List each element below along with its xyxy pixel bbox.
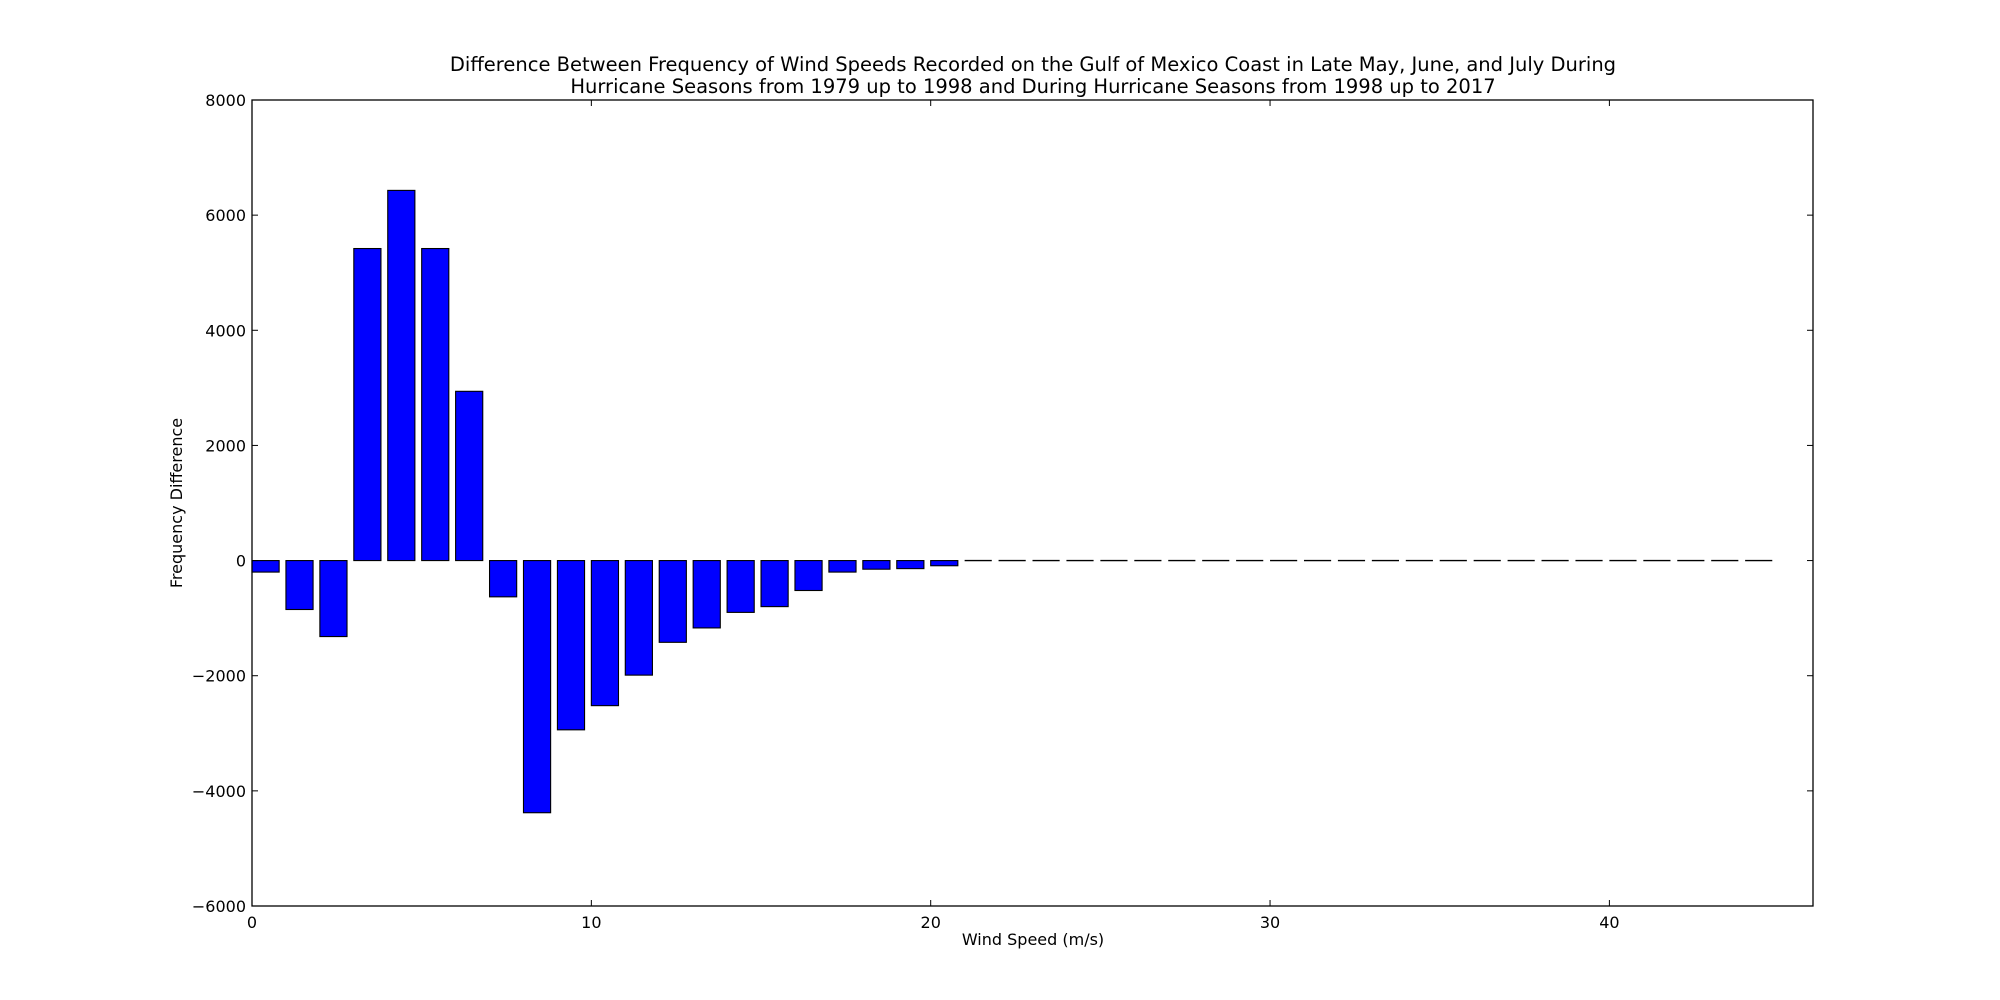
- bar: [556, 560, 586, 731]
- x-tick-label: 20: [921, 913, 941, 932]
- chart-title-line-1: Difference Between Frequency of Wind Spe…: [450, 53, 1616, 76]
- bar: [896, 560, 925, 570]
- y-tick-label: −4000: [192, 782, 246, 801]
- x-axis-label: Wind Speed (m/s): [962, 930, 1104, 949]
- x-tick-label: 30: [1260, 913, 1280, 932]
- bar: [794, 560, 823, 592]
- tick-labels: 0 10 20 30 40 −6000 −4000 −2000 0 2000 4000 6000 800…: [192, 91, 1620, 932]
- bar: [930, 560, 959, 567]
- y-tick-label: −2000: [192, 667, 246, 686]
- x-tick-label: 0: [247, 913, 257, 932]
- y-tick-label: −6000: [192, 897, 246, 916]
- y-tick-label: 8000: [205, 91, 246, 110]
- y-tick-label: 2000: [205, 436, 246, 455]
- bar: [828, 560, 857, 573]
- bar-series: [251, 189, 1773, 814]
- bar: [726, 560, 755, 613]
- bar: [455, 390, 484, 562]
- plot-frame: [251, 99, 1814, 907]
- bar: [522, 560, 552, 814]
- bar: [387, 189, 416, 562]
- bar: [760, 560, 789, 608]
- axis-ticks: [251, 99, 1813, 907]
- bar: [658, 560, 687, 643]
- bar: [590, 560, 620, 707]
- chart-title-line-2: Hurricane Seasons from 1979 up to 1998 a…: [570, 75, 1495, 98]
- bar: [488, 560, 518, 598]
- bar: [251, 560, 280, 573]
- y-tick-label: 4000: [205, 321, 246, 340]
- y-axis-label: Frequency Difference: [167, 418, 186, 588]
- bar: [624, 560, 653, 676]
- y-tick-label: 6000: [205, 206, 246, 225]
- bar: [353, 247, 382, 562]
- x-tick-label: 40: [1599, 913, 1619, 932]
- x-tick-label: 10: [581, 913, 601, 932]
- bar: [862, 560, 891, 570]
- y-tick-label: 0: [236, 552, 246, 571]
- bar: [692, 560, 721, 629]
- bar: [319, 560, 348, 638]
- bar: [421, 247, 450, 562]
- bar: [285, 560, 314, 611]
